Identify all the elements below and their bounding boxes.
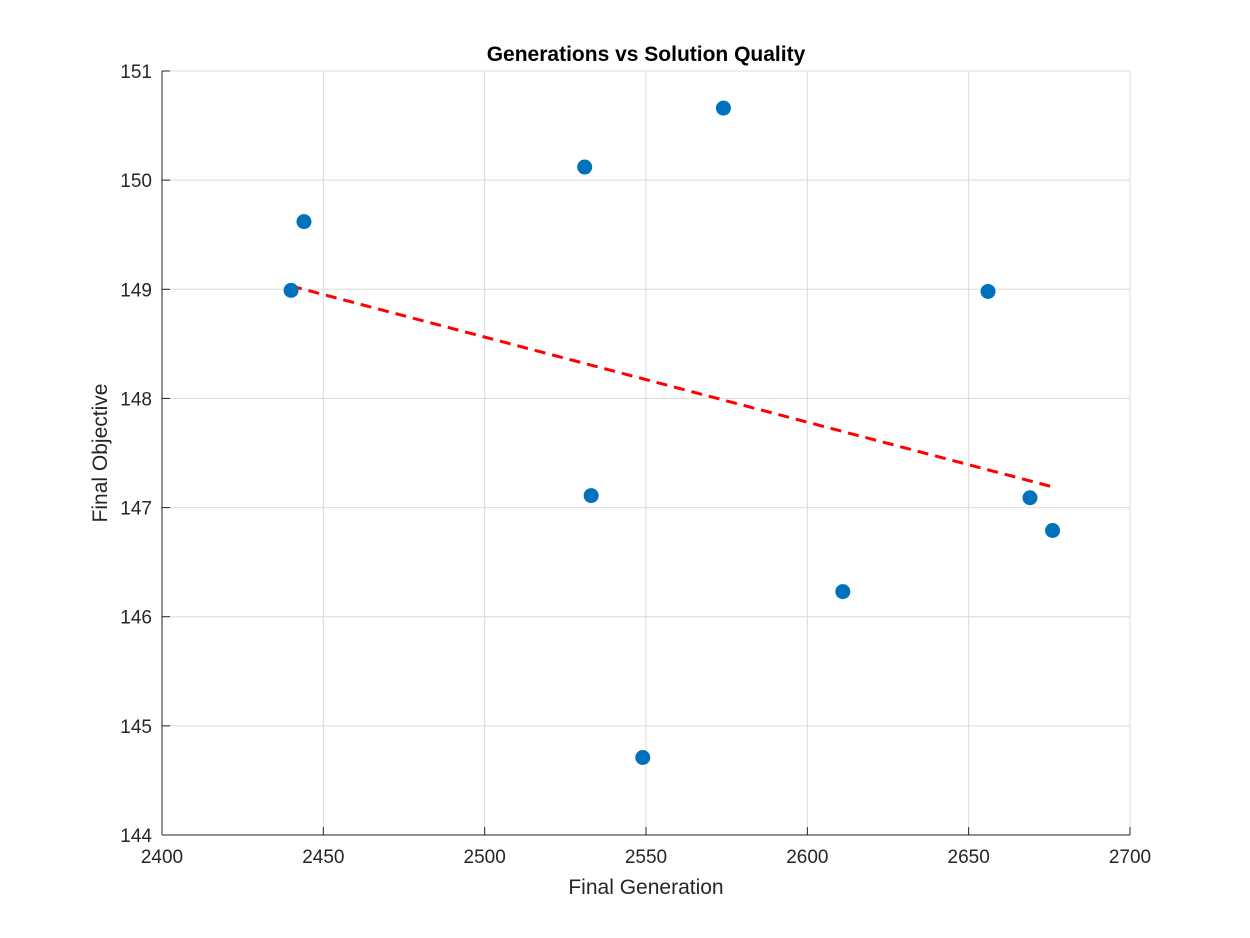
- y-tick-label: 144: [120, 826, 152, 847]
- y-tick-label: 148: [120, 389, 152, 410]
- grid: [162, 70, 1131, 835]
- data-point: [577, 159, 593, 175]
- data-point: [283, 282, 299, 298]
- data-point: [1022, 490, 1038, 506]
- y-tick-label: 145: [120, 717, 152, 738]
- data-point: [635, 750, 651, 766]
- data-point: [980, 283, 996, 299]
- y-tick-label: 149: [120, 280, 152, 301]
- x-tick-label: 2550: [625, 847, 667, 868]
- ticks: 2400 2450 2500 2550 2600 2650 2700 144 145 146 147…: [120, 62, 1151, 868]
- trendline-layer: [290, 284, 1053, 489]
- data-point: [835, 584, 851, 600]
- y-tick-label: 146: [120, 608, 152, 629]
- y-tick-label: 147: [120, 499, 152, 520]
- data-point: [583, 488, 599, 504]
- data-point: [1045, 522, 1061, 538]
- points-layer: [283, 100, 1061, 766]
- x-axis-title: Final Generation: [568, 876, 723, 899]
- data-point: [296, 214, 312, 230]
- data-point: [715, 100, 731, 116]
- x-tick-label: 2650: [948, 847, 990, 868]
- y-axis-title: Final Objective: [89, 384, 112, 523]
- y-tick-label: 150: [120, 171, 152, 192]
- x-tick-label: 2500: [464, 847, 506, 868]
- x-tick-label: 2700: [1109, 847, 1151, 868]
- x-tick-label: 2450: [302, 847, 344, 868]
- chart-title: Generations vs Solution Quality: [487, 43, 806, 66]
- trendline: [290, 284, 1053, 489]
- x-tick-label: 2400: [141, 847, 183, 868]
- y-tick-label: 151: [120, 62, 152, 83]
- x-tick-label: 2600: [786, 847, 828, 868]
